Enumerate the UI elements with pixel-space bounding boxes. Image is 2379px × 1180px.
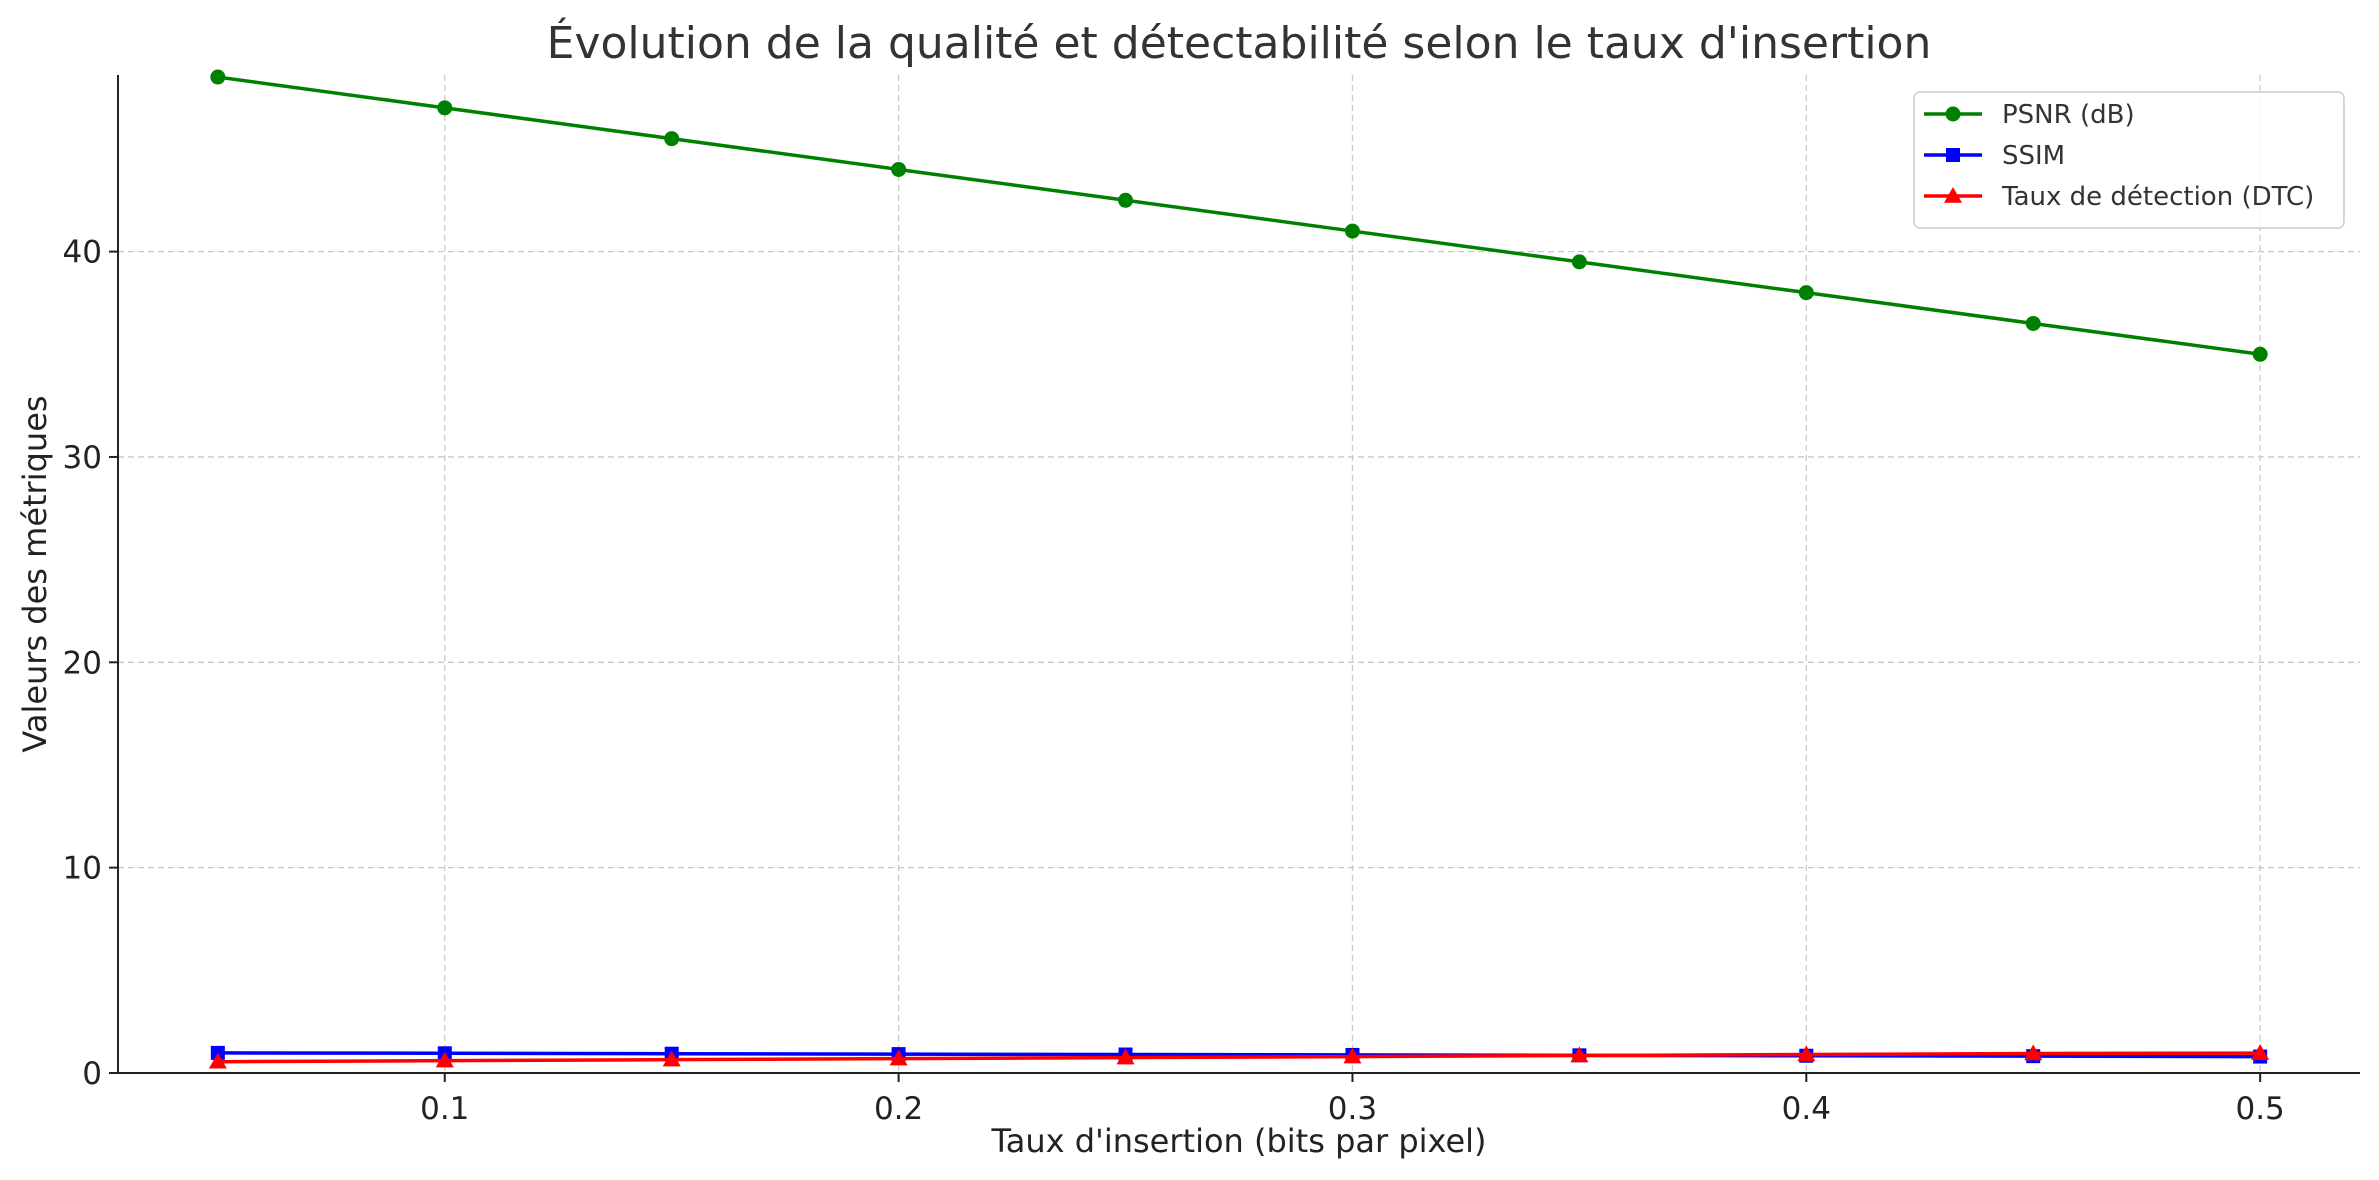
x-tick-label: 0.1 [420, 1091, 469, 1127]
data-point [1118, 192, 1134, 208]
y-tick-label: 0 [82, 1056, 102, 1092]
legend-label: SSIM [2002, 141, 2065, 171]
data-point [1797, 1045, 1816, 1062]
x-tick-label: 0.5 [2235, 1091, 2284, 1127]
series-layer [208, 69, 2270, 1069]
data-point [2252, 346, 2268, 362]
legend-marker [1945, 106, 1961, 122]
y-tick-label: 20 [63, 645, 102, 681]
x-tick-label: 0.4 [1782, 1091, 1831, 1127]
data-point [435, 1051, 454, 1068]
y-tick-label: 40 [63, 235, 102, 271]
data-point [437, 100, 453, 116]
legend-label: Taux de détection (DTC) [2001, 182, 2314, 212]
series-line [217, 1051, 2261, 1059]
y-tick-label: 10 [63, 851, 102, 887]
ticks-layer: 0.1 0.2 0.3 0.4 0.5 0 10 20 30 40 [63, 235, 2285, 1127]
data-point [1570, 1046, 1589, 1063]
data-point [2025, 315, 2041, 331]
data-point [2024, 1044, 2043, 1061]
series-0 [210, 69, 2268, 362]
y-axis-label: Valeurs des métriques [16, 395, 54, 752]
x-tick-label: 0.2 [874, 1091, 923, 1127]
legend: PSNR (dB) SSIM Taux de détection (DTC) [1913, 91, 2345, 229]
legend-entry: SSIM [1924, 141, 2065, 171]
data-point [1116, 1048, 1135, 1065]
data-point [208, 1052, 227, 1069]
series-2 [208, 1044, 2270, 1069]
data-point [1798, 285, 1814, 301]
axes-layer [117, 75, 2360, 1074]
legend-marker [1946, 148, 1960, 162]
legend-entry: Taux de détection (DTC) [1924, 182, 2314, 212]
x-tick-label: 0.3 [1328, 1091, 1377, 1127]
series-line [217, 1051, 2261, 1064]
data-point [662, 1050, 681, 1067]
data-point [2251, 1044, 2270, 1060]
chart-title: Évolution de la qualité et détectabilité… [547, 16, 1932, 69]
data-point [1344, 223, 1360, 239]
data-point [889, 1049, 908, 1066]
legend-box [1913, 91, 2345, 229]
legend-marker [1944, 187, 1962, 203]
y-tick-label: 30 [63, 440, 102, 476]
data-point [664, 131, 680, 147]
data-point [891, 161, 907, 177]
data-point [210, 69, 226, 85]
series-line [217, 75, 2261, 357]
legend-label: PSNR (dB) [2002, 100, 2135, 130]
data-point [1343, 1047, 1362, 1064]
legend-entry: PSNR (dB) [1924, 100, 2135, 130]
x-axis-label: Taux d'insertion (bits par pixel) [990, 1122, 1486, 1160]
data-point [1571, 254, 1587, 270]
